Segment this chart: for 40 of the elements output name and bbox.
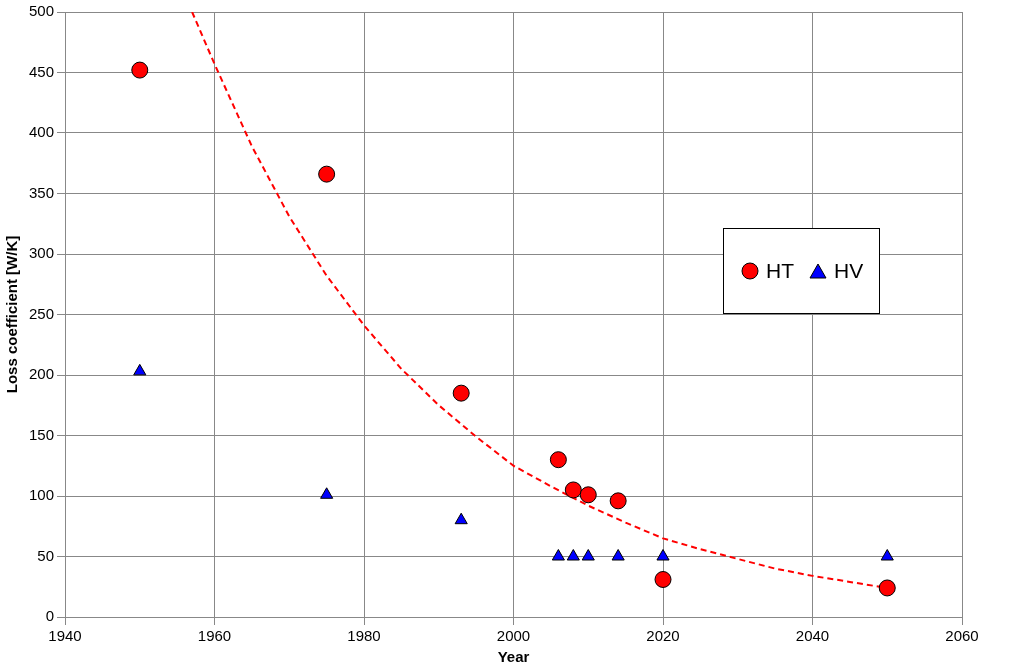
point (654, 570, 672, 588)
point (318, 165, 336, 183)
y-tick-label: 200 (29, 365, 55, 383)
legend-label: HV (834, 259, 864, 283)
point (131, 61, 149, 79)
y-tick-label: 350 (29, 183, 55, 201)
y-tick-label: 250 (29, 304, 55, 322)
y-axis-title: Loss coefficient [W/K] (3, 235, 21, 394)
y-tick-label: 400 (29, 123, 55, 141)
point (878, 579, 896, 597)
y-tick-label: 50 (37, 546, 55, 564)
point (454, 512, 468, 525)
x-tick-label: 2040 (795, 627, 830, 645)
y-tick-label: 0 (45, 607, 55, 625)
point (549, 451, 567, 469)
y-tick-label: 450 (29, 62, 55, 80)
point (579, 486, 597, 504)
legend-label: HT (766, 259, 794, 283)
point (609, 492, 627, 510)
point (551, 549, 565, 561)
y-tick-label: 500 (29, 2, 55, 20)
point (452, 384, 470, 402)
point (656, 549, 670, 561)
y-tick-label: 100 (29, 486, 55, 504)
x-tick-label: 2000 (496, 627, 531, 645)
point (320, 487, 334, 499)
y-tick-label: 150 (29, 425, 55, 443)
x-tick-label: 2060 (945, 627, 979, 645)
point (133, 363, 147, 376)
point (564, 481, 582, 499)
point (611, 549, 625, 561)
x-tick-label: 1940 (48, 627, 82, 645)
x-tick-label: 2020 (646, 627, 680, 645)
point (880, 549, 894, 561)
y-tick-label: 300 (29, 244, 55, 262)
x-tick-label: 1980 (347, 627, 381, 645)
point (581, 549, 595, 561)
x-tick-label: 1960 (197, 627, 232, 645)
point (566, 549, 580, 561)
x-axis-title: Year (497, 648, 530, 666)
